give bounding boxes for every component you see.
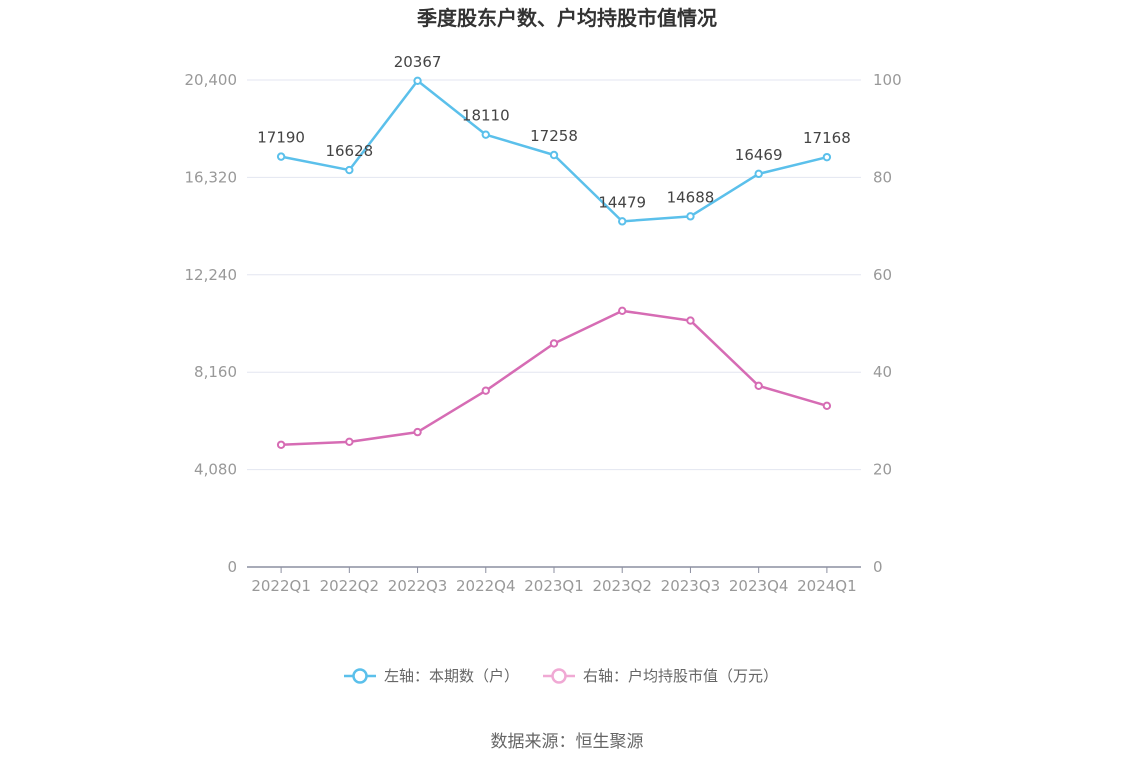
- data-label: 16469: [735, 146, 783, 164]
- legend-right-marker: [551, 668, 567, 684]
- y-left-tick-label: 12,240: [185, 266, 238, 284]
- data-point-right[interactable]: [754, 381, 763, 391]
- data-point-left[interactable]: [822, 152, 832, 162]
- x-tick-label: 2023Q3: [661, 577, 721, 595]
- legend-item-left[interactable]: 左轴：本期数（户）: [344, 667, 519, 685]
- data-label: 20367: [394, 53, 442, 71]
- data-label: 17168: [803, 129, 851, 147]
- y-right-tick-label: 20: [873, 461, 892, 479]
- series-line-right: [281, 309, 828, 447]
- data-point-right[interactable]: [686, 316, 695, 325]
- x-tick-label: 2022Q2: [320, 577, 380, 595]
- data-label: 16628: [325, 142, 373, 160]
- y-right-tick-label: 60: [873, 266, 892, 284]
- data-point-left[interactable]: [549, 150, 559, 160]
- data-point-right[interactable]: [618, 306, 627, 316]
- y-right-tick-label: 80: [873, 168, 892, 186]
- data-point-left[interactable]: [413, 76, 422, 85]
- y-left-tick-label: 16,320: [185, 168, 238, 186]
- x-tick-label: 2023Q2: [592, 577, 652, 595]
- data-point-right[interactable]: [413, 427, 422, 437]
- y-right-tick-label: 100: [873, 71, 902, 89]
- data-point-left[interactable]: [618, 217, 627, 226]
- y-right-tick-label: 40: [873, 363, 892, 381]
- data-point-left[interactable]: [754, 169, 763, 179]
- data-label: 17258: [530, 127, 578, 145]
- data-label: 14479: [598, 193, 646, 211]
- legend-right-label: 右轴：户均持股市值（万元）: [583, 667, 778, 685]
- axis-layer: 0 0 4,080 20 8,160 40 12,240 60 16,320 80 20,400 10…: [185, 71, 902, 595]
- y-left-tick-label: 0: [227, 558, 237, 576]
- x-tick-label: 2022Q1: [251, 577, 311, 595]
- y-right-tick-label: 0: [873, 558, 883, 576]
- x-tick-label: 2023Q1: [524, 577, 584, 595]
- data-point-left[interactable]: [345, 165, 354, 175]
- x-tick-label: 2022Q4: [456, 577, 516, 595]
- data-point-right[interactable]: [481, 386, 490, 395]
- data-point-right[interactable]: [822, 401, 832, 411]
- data-point-right[interactable]: [549, 339, 559, 348]
- data-point-left[interactable]: [481, 130, 490, 139]
- data-label: 14688: [667, 188, 715, 206]
- chart-title: 季度股东户数、户均持股市值情况: [416, 6, 717, 30]
- source-note: 数据来源：恒生聚源: [491, 732, 644, 752]
- legend[interactable]: 左轴：本期数（户） 右轴：户均持股市值（万元）: [344, 667, 778, 685]
- y-left-tick-label: 4,080: [194, 461, 237, 479]
- data-point-left[interactable]: [686, 212, 695, 221]
- data-label: 18110: [462, 107, 510, 125]
- legend-left-marker: [352, 668, 368, 684]
- x-tick-label: 2022Q3: [388, 577, 448, 595]
- legend-item-right[interactable]: 右轴：户均持股市值（万元）: [543, 667, 778, 685]
- data-point-right[interactable]: [276, 440, 286, 449]
- series-layer: [276, 76, 832, 449]
- data-point-left[interactable]: [276, 152, 286, 161]
- y-left-tick-label: 8,160: [194, 363, 237, 381]
- data-point-right[interactable]: [345, 437, 354, 447]
- data-label-layer: 17190 16628 20367 18110 17258 14479 14688 16469…: [257, 53, 850, 212]
- y-left-tick-label: 20,400: [185, 71, 238, 89]
- x-tick-label: 2023Q4: [729, 577, 789, 595]
- legend-left-label: 左轴：本期数（户）: [384, 667, 519, 685]
- x-tick-label: 2024Q1: [797, 577, 857, 595]
- data-label: 17190: [257, 129, 305, 147]
